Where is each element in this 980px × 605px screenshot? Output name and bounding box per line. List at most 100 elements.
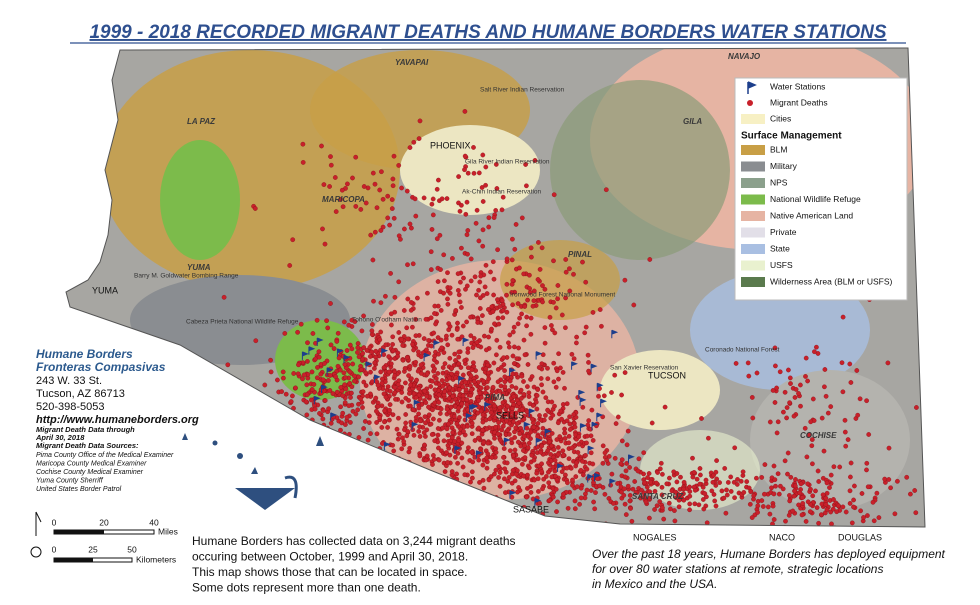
death-dot [662, 404, 668, 410]
death-dot [477, 390, 483, 396]
death-dot [584, 440, 589, 446]
water-station [523, 421, 531, 431]
water-station [503, 437, 511, 446]
death-dot [709, 488, 715, 494]
death-dot [445, 296, 450, 302]
city-label: SASABE [513, 504, 549, 514]
death-dot [350, 175, 355, 181]
death-dot [635, 468, 641, 474]
death-dot [490, 396, 495, 401]
death-dot [389, 461, 395, 467]
death-dot [462, 488, 468, 493]
death-dot [407, 445, 413, 451]
death-dot [338, 385, 344, 390]
death-dot [772, 345, 778, 351]
death-dot [823, 502, 829, 507]
death-dot [416, 136, 422, 141]
death-dot [328, 420, 334, 426]
death-dot [353, 411, 359, 417]
death-dot [449, 371, 454, 377]
death-dot [385, 193, 391, 199]
area-label: Tohono O'odham Nation [352, 317, 422, 324]
death-dot [602, 450, 608, 456]
caption-line: This map shows those that can be located… [192, 565, 468, 579]
death-dot [391, 215, 397, 221]
death-dot [541, 528, 545, 532]
death-dot [342, 362, 348, 367]
death-dot [750, 415, 756, 421]
death-dot [525, 384, 530, 389]
death-dot [437, 232, 443, 238]
death-dot [525, 362, 531, 367]
death-dot [562, 385, 567, 391]
url: http://www.humaneborders.org [36, 414, 199, 426]
death-dot [514, 457, 519, 463]
death-dot [377, 187, 383, 193]
death-dot [510, 410, 516, 415]
death-dot [530, 416, 535, 422]
death-dot [507, 416, 513, 422]
death-dot [363, 383, 369, 388]
death-dot [694, 476, 700, 482]
death-dot [435, 371, 441, 376]
death-dot [441, 290, 446, 296]
org-name-es: Fronteras Compasivas [36, 360, 166, 374]
death-dot [792, 483, 798, 489]
death-dot [328, 301, 333, 306]
death-dot [698, 472, 703, 478]
death-dot [486, 334, 491, 340]
death-dot [864, 398, 869, 404]
water-station [309, 432, 317, 442]
death-dot [386, 354, 392, 359]
death-dot [534, 393, 540, 398]
death-dot [378, 329, 384, 335]
death-dot [413, 415, 419, 420]
death-dot [460, 507, 466, 513]
death-dot [315, 429, 321, 435]
death-dot [641, 490, 647, 496]
death-dot [412, 467, 418, 473]
death-dot [388, 271, 393, 276]
death-dot [859, 491, 865, 496]
city-label: PHOENIX [430, 140, 471, 150]
water-station [336, 348, 344, 357]
death-dot [403, 420, 409, 426]
death-dot [524, 425, 530, 431]
death-dot [560, 370, 566, 375]
death-dot [310, 331, 316, 336]
death-dot [870, 499, 876, 505]
death-dot [861, 515, 866, 520]
water-station [587, 474, 595, 483]
death-dot [871, 518, 877, 524]
death-dot [555, 445, 561, 450]
death-dot [468, 278, 474, 284]
death-dot [371, 298, 376, 304]
death-dot [504, 292, 509, 298]
death-dot [457, 387, 462, 392]
death-dot [659, 484, 665, 490]
death-dot [476, 398, 481, 403]
death-dot [275, 377, 280, 383]
death-dot [498, 383, 504, 389]
death-dot [431, 456, 437, 462]
death-dot [352, 378, 357, 384]
death-dot [538, 376, 544, 381]
water-station [579, 397, 587, 406]
death-dot [673, 495, 679, 501]
death-dot [567, 427, 573, 432]
death-dot [531, 298, 537, 304]
death-dot [524, 314, 530, 320]
death-dot [554, 368, 560, 374]
death-dot [510, 278, 516, 283]
death-dot [408, 307, 414, 313]
death-dot [521, 379, 526, 384]
death-dot [589, 407, 595, 413]
death-dot [681, 497, 687, 503]
death-dot [280, 369, 286, 375]
death-dot [790, 508, 796, 514]
death-dot [551, 192, 557, 198]
death-dot [389, 206, 395, 211]
legend-swatch [741, 178, 765, 188]
death-dot [428, 249, 434, 255]
death-dot [886, 445, 892, 451]
